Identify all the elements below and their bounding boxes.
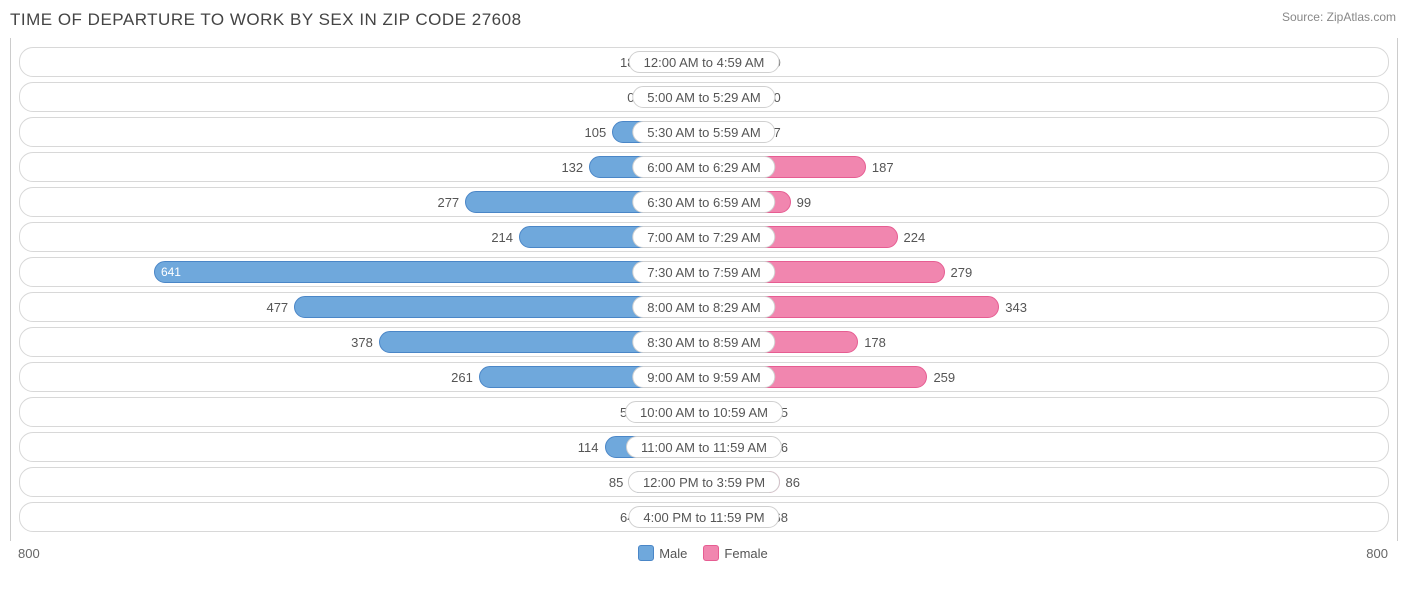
male-value-label: 214 [491, 223, 521, 251]
chart-row: 10575:30 AM to 5:59 AM [19, 117, 1389, 147]
female-value-label: 178 [856, 328, 886, 356]
female-value-label: 259 [925, 363, 955, 391]
chart-row: 005:00 AM to 5:29 AM [19, 82, 1389, 112]
category-label: 7:30 AM to 7:59 AM [632, 261, 775, 283]
category-label: 6:30 AM to 6:59 AM [632, 191, 775, 213]
legend-label: Female [724, 546, 767, 561]
category-label: 12:00 AM to 4:59 AM [629, 51, 780, 73]
chart-row: 545510:00 AM to 10:59 AM [19, 397, 1389, 427]
chart-row: 858612:00 PM to 3:59 PM [19, 467, 1389, 497]
male-value-label: 477 [266, 293, 296, 321]
female-value-label: 86 [778, 468, 800, 496]
axis-left-max: 800 [18, 546, 40, 561]
category-label: 8:30 AM to 8:59 AM [632, 331, 775, 353]
chart-row: 1142611:00 AM to 11:59 AM [19, 432, 1389, 462]
category-label: 7:00 AM to 7:29 AM [632, 226, 775, 248]
male-value-label: 641 [161, 262, 181, 282]
female-value-label: 99 [789, 188, 811, 216]
legend-label: Male [659, 546, 687, 561]
category-label: 10:00 AM to 10:59 AM [625, 401, 783, 423]
chart-row: 64684:00 PM to 11:59 PM [19, 502, 1389, 532]
category-label: 5:30 AM to 5:59 AM [632, 121, 775, 143]
legend-swatch [703, 545, 719, 561]
chart-row: 18012:00 AM to 4:59 AM [19, 47, 1389, 77]
category-label: 12:00 PM to 3:59 PM [628, 471, 780, 493]
female-value-label: 343 [997, 293, 1027, 321]
chart-row: 214 224 7:00 AM to 7:29 AM [19, 222, 1389, 252]
axis-right-max: 800 [1366, 546, 1388, 561]
legend-item: Male [638, 545, 687, 561]
chart-row: 641 279 7:30 AM to 7:59 AM [19, 257, 1389, 287]
female-value-label: 279 [943, 258, 973, 286]
male-value-label: 378 [351, 328, 381, 356]
chart-row: 261 259 9:00 AM to 9:59 AM [19, 362, 1389, 392]
diverging-bar-chart: 18012:00 AM to 4:59 AM 005:00 AM to 5:29 … [10, 38, 1398, 541]
female-value-label: 187 [864, 153, 894, 181]
category-label: 5:00 AM to 5:29 AM [632, 86, 775, 108]
male-value-label: 261 [451, 363, 481, 391]
chart-row: 277 99 6:30 AM to 6:59 AM [19, 187, 1389, 217]
legend-swatch [638, 545, 654, 561]
category-label: 11:00 AM to 11:59 AM [626, 436, 782, 458]
male-value-label: 132 [561, 153, 591, 181]
chart-row: 132 187 6:00 AM to 6:29 AM [19, 152, 1389, 182]
male-bar: 641 [154, 261, 704, 283]
chart-row: 378 178 8:30 AM to 8:59 AM [19, 327, 1389, 357]
category-label: 8:00 AM to 8:29 AM [632, 296, 775, 318]
male-value-label: 114 [578, 433, 607, 461]
chart-title: TIME OF DEPARTURE TO WORK BY SEX IN ZIP … [10, 10, 522, 30]
legend-item: Female [703, 545, 767, 561]
source-attribution: Source: ZipAtlas.com [1282, 10, 1396, 24]
female-value-label: 224 [896, 223, 926, 251]
legend: Male Female [638, 545, 768, 561]
chart-row: 477 343 8:00 AM to 8:29 AM [19, 292, 1389, 322]
male-value-label: 277 [437, 188, 467, 216]
category-label: 6:00 AM to 6:29 AM [632, 156, 775, 178]
category-label: 9:00 AM to 9:59 AM [632, 366, 775, 388]
category-label: 4:00 PM to 11:59 PM [628, 506, 779, 528]
male-value-label: 105 [585, 118, 615, 146]
